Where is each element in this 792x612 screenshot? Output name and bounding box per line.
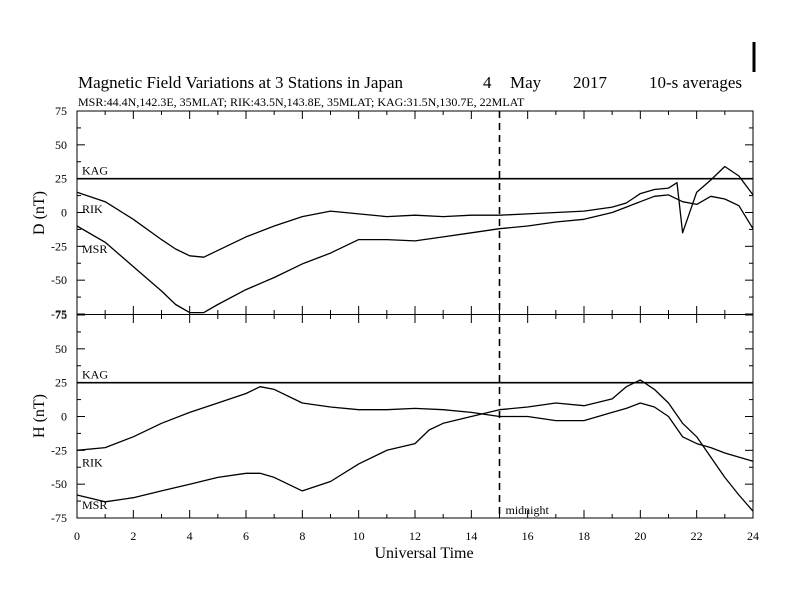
x-tick-label: 8 <box>299 529 305 543</box>
station-label-msr: MSR <box>82 242 107 256</box>
series-line-rik <box>76 165 754 258</box>
y-tick-label: 50 <box>55 342 67 356</box>
station-label-kag: KAG <box>82 368 108 382</box>
x-tick-label: 22 <box>691 529 703 543</box>
y-tick-label: 25 <box>55 172 67 186</box>
chart-day: 4 <box>483 73 492 92</box>
y-tick-label: -25 <box>51 443 67 457</box>
y-tick-label: -75 <box>51 307 67 321</box>
series-line-msr <box>76 194 754 314</box>
chart-averaging: 10-s averages <box>649 73 742 92</box>
x-tick-label: 24 <box>747 529 759 543</box>
chart-month: May <box>510 73 542 92</box>
series-layer <box>76 111 754 518</box>
y-tick-label: 75 <box>55 308 67 322</box>
y-tick-label: 0 <box>61 206 67 220</box>
y-tick-label: -75 <box>51 511 67 525</box>
station-label-msr: MSR <box>82 498 107 512</box>
y-tick-label: 75 <box>55 104 67 118</box>
h-axis-title: H (nT) <box>31 394 48 438</box>
x-tick-label: 0 <box>74 529 80 543</box>
midnight-label: midnight <box>506 503 550 517</box>
series-line-msr <box>76 379 754 512</box>
x-tick-label: 2 <box>130 529 136 543</box>
x-tick-label: 20 <box>634 529 646 543</box>
y-tick-label: -25 <box>51 239 67 253</box>
station-list: MSR:44.4N,142.3E, 35MLAT; RIK:43.5N,143.… <box>78 95 525 109</box>
y-tick-label: -50 <box>51 273 67 287</box>
station-label-rik: RIK <box>82 455 103 469</box>
x-tick-label: 18 <box>578 529 590 543</box>
x-tick-label: 14 <box>465 529 477 543</box>
x-tick-label: 10 <box>353 529 365 543</box>
label-layer: KAG RIK MSR KAG RIK MSR midnight <box>82 164 550 517</box>
y-tick-label: 25 <box>55 376 67 390</box>
y-tick-label: 0 <box>61 410 67 424</box>
chart-title: Magnetic Field Variations at 3 Stations … <box>78 73 404 92</box>
x-tick-label: 4 <box>187 529 193 543</box>
series-line-rik <box>76 386 754 462</box>
station-label-kag: KAG <box>82 164 108 178</box>
chart-year: 2017 <box>573 73 608 92</box>
x-tick-label: 16 <box>522 529 534 543</box>
y-tick-label: -50 <box>51 477 67 491</box>
y-tick-label: 50 <box>55 138 67 152</box>
x-tick-label: 6 <box>243 529 249 543</box>
x-tick-label: 12 <box>409 529 421 543</box>
station-label-rik: RIK <box>82 202 103 216</box>
x-axis-title: Universal Time <box>374 545 473 562</box>
d-axis-title: D (nT) <box>31 191 48 235</box>
